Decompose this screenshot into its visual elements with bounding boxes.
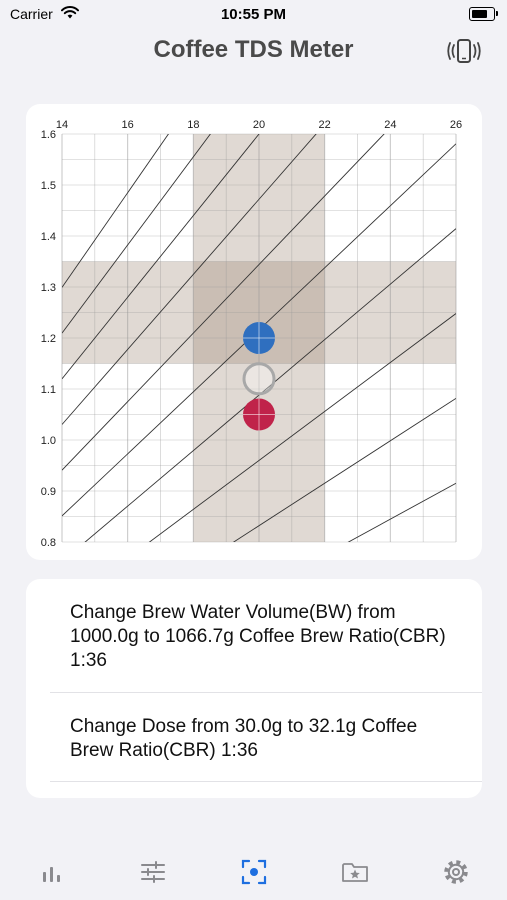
y-tick-label: 1.2	[41, 333, 56, 345]
x-tick-label: 16	[122, 119, 134, 131]
y-tick-label: 1.1	[41, 384, 56, 396]
x-tick-label: 20	[253, 119, 265, 131]
wifi-icon	[61, 6, 79, 19]
sliders-icon[interactable]	[139, 858, 167, 886]
battery-level	[472, 10, 488, 18]
x-tick-label: 26	[450, 119, 462, 131]
brew-ratio-line	[232, 398, 456, 542]
suggestions-card: Change Brew Water Volume(BW) from 1000.0…	[26, 579, 482, 798]
x-tick-label: 24	[384, 119, 396, 131]
divider	[50, 692, 482, 693]
suggestion-dose[interactable]: Change Dose from 30.0g to 32.1g Coffee B…	[70, 716, 418, 761]
target-brew-marker	[242, 362, 276, 396]
brew-ratio-line	[62, 134, 385, 471]
divider	[50, 781, 482, 782]
brew-ratio-line	[62, 134, 317, 425]
brew-ratio-line	[62, 134, 211, 334]
brew-ratio-lines	[62, 134, 456, 542]
tab-bar	[0, 848, 507, 894]
battery-icon	[469, 7, 498, 21]
x-tick-label: 18	[187, 119, 199, 131]
y-tick-label: 0.8	[41, 537, 56, 549]
page-title: Coffee TDS Meter	[153, 36, 354, 63]
suggestion-water-volume[interactable]: Change Brew Water Volume(BW) from 1000.0…	[70, 602, 446, 671]
y-tick-label: 1.5	[41, 180, 56, 192]
brew-control-chart[interactable]: 14 16 18 20 22 24 26 1.6 1.5 1.4 1.3 1.2 1.1 1.0 0.9 0.…	[26, 104, 482, 560]
x-tick-label: 22	[319, 119, 331, 131]
y-tick-label: 1.6	[41, 129, 56, 141]
brew-ratio-line	[347, 482, 456, 542]
status-bar: Carrier 10:55 PM	[0, 0, 507, 28]
y-tick-label: 1.4	[41, 231, 56, 243]
x-tick-label: 14	[56, 119, 68, 131]
scan-focus-icon[interactable]	[240, 858, 268, 886]
brew-ratio-line	[62, 134, 260, 380]
y-tick-label: 0.9	[41, 486, 56, 498]
bar-chart-icon[interactable]	[38, 858, 66, 886]
y-tick-label: 1.3	[41, 282, 56, 294]
star-folder-icon[interactable]	[341, 858, 369, 886]
vibrate-phone-icon[interactable]	[447, 38, 481, 64]
y-tick-label: 1.0	[41, 435, 56, 447]
clock: 10:55 PM	[220, 6, 287, 23]
gear-icon[interactable]	[442, 858, 470, 886]
carrier-label: Carrier	[10, 6, 53, 22]
brew-ratio-line	[148, 313, 456, 542]
brew-ratio-line	[62, 134, 169, 288]
brew-control-chart-card: 14 16 18 20 22 24 26 1.6 1.5 1.4 1.3 1.2 1.1 1.0 0.9 0.…	[26, 104, 482, 560]
